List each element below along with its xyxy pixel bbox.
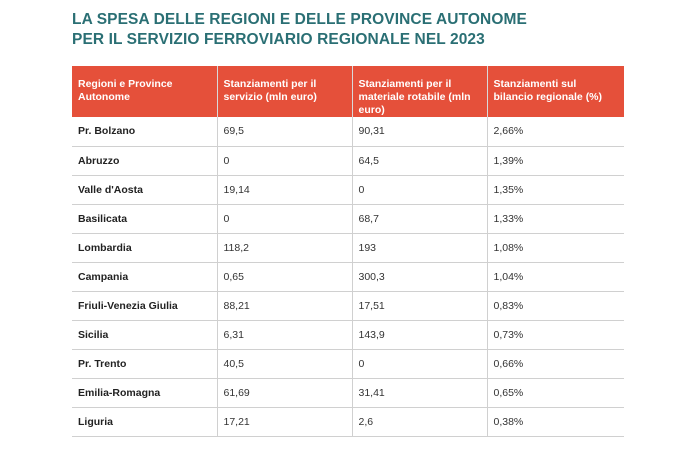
cell-region: Lombardia [72,233,217,263]
cell-region: Liguria [72,407,217,437]
cell-rolling-stock-allocation: 0 [351,349,487,379]
title-line-2: PER IL SERVIZIO FERROVIARIO REGIONALE NE… [72,31,485,48]
cell-budget-share: 1,39% [486,146,624,176]
column-header-region: Regioni e Province Autonome [72,66,217,117]
table-row: Sicilia 6,31 143,9 0,73% [72,320,624,350]
cell-budget-share: 0,66% [486,349,624,379]
cell-service-allocation: 69,5 [216,117,352,147]
cell-service-allocation: 61,69 [216,378,352,408]
cell-region: Valle d'Aosta [72,175,217,205]
title-line-1: LA SPESA DELLE REGIONI E DELLE PROVINCE … [72,11,527,28]
cell-region: Emilia-Romagna [72,378,217,408]
cell-service-allocation: 40,5 [216,349,352,379]
spending-table: Regioni e Province Autonome Stanziamenti… [72,66,624,437]
cell-region: Sicilia [72,320,217,350]
cell-rolling-stock-allocation: 68,7 [351,204,487,234]
table-row: Valle d'Aosta 19,14 0 1,35% [72,175,624,205]
cell-budget-share: 0,83% [486,291,624,321]
cell-region: Pr. Trento [72,349,217,379]
table-row: Basilicata 0 68,7 1,33% [72,204,624,234]
cell-budget-share: 0,65% [486,378,624,408]
page-title: LA SPESA DELLE REGIONI E DELLE PROVINCE … [72,10,527,50]
cell-budget-share: 1,33% [486,204,624,234]
cell-rolling-stock-allocation: 64,5 [351,146,487,176]
cell-rolling-stock-allocation: 193 [351,233,487,263]
cell-service-allocation: 17,21 [216,407,352,437]
cell-rolling-stock-allocation: 31,41 [351,378,487,408]
cell-budget-share: 1,35% [486,175,624,205]
cell-budget-share: 1,08% [486,233,624,263]
cell-budget-share: 1,04% [486,262,624,292]
cell-service-allocation: 19,14 [216,175,352,205]
table-row: Lombardia 118,2 193 1,08% [72,233,624,263]
cell-rolling-stock-allocation: 17,51 [351,291,487,321]
cell-rolling-stock-allocation: 143,9 [351,320,487,350]
table-row: Pr. Trento 40,5 0 0,66% [72,349,624,379]
cell-service-allocation: 0 [216,204,352,234]
table-row: Pr. Bolzano 69,5 90,31 2,66% [72,117,624,147]
table-body: Pr. Bolzano 69,5 90,31 2,66% Abruzzo 0 64,5 1,3… [72,117,624,437]
cell-rolling-stock-allocation: 300,3 [351,262,487,292]
cell-budget-share: 0,38% [486,407,624,437]
cell-budget-share: 0,73% [486,320,624,350]
table-header: Regioni e Province Autonome Stanziamenti… [72,66,624,117]
cell-service-allocation: 88,21 [216,291,352,321]
column-header-budget-share: Stanziamenti sul bilancio regionale (%) [486,66,624,117]
cell-service-allocation: 6,31 [216,320,352,350]
header-row: Regioni e Province Autonome Stanziamenti… [72,66,624,117]
cell-rolling-stock-allocation: 90,31 [351,117,487,147]
cell-service-allocation: 0,65 [216,262,352,292]
column-header-service-allocation: Stanziamenti per il servizio (mln euro) [216,66,352,117]
column-header-rolling-stock-allocation: Stanziamenti per il materiale rotabile (… [351,66,487,117]
table-row: Emilia-Romagna 61,69 31,41 0,65% [72,378,624,408]
cell-region: Campania [72,262,217,292]
table-row: Campania 0,65 300,3 1,04% [72,262,624,292]
cell-region: Friuli-Venezia Giulia [72,291,217,321]
cell-service-allocation: 118,2 [216,233,352,263]
cell-rolling-stock-allocation: 0 [351,175,487,205]
table-row: Friuli-Venezia Giulia 88,21 17,51 0,83% [72,291,624,321]
table-row: Liguria 17,21 2,6 0,38% [72,407,624,437]
cell-budget-share: 2,66% [486,117,624,147]
cell-region: Pr. Bolzano [72,117,217,147]
cell-service-allocation: 0 [216,146,352,176]
cell-region: Basilicata [72,204,217,234]
cell-rolling-stock-allocation: 2,6 [351,407,487,437]
table-row: Abruzzo 0 64,5 1,39% [72,146,624,176]
cell-region: Abruzzo [72,146,217,176]
